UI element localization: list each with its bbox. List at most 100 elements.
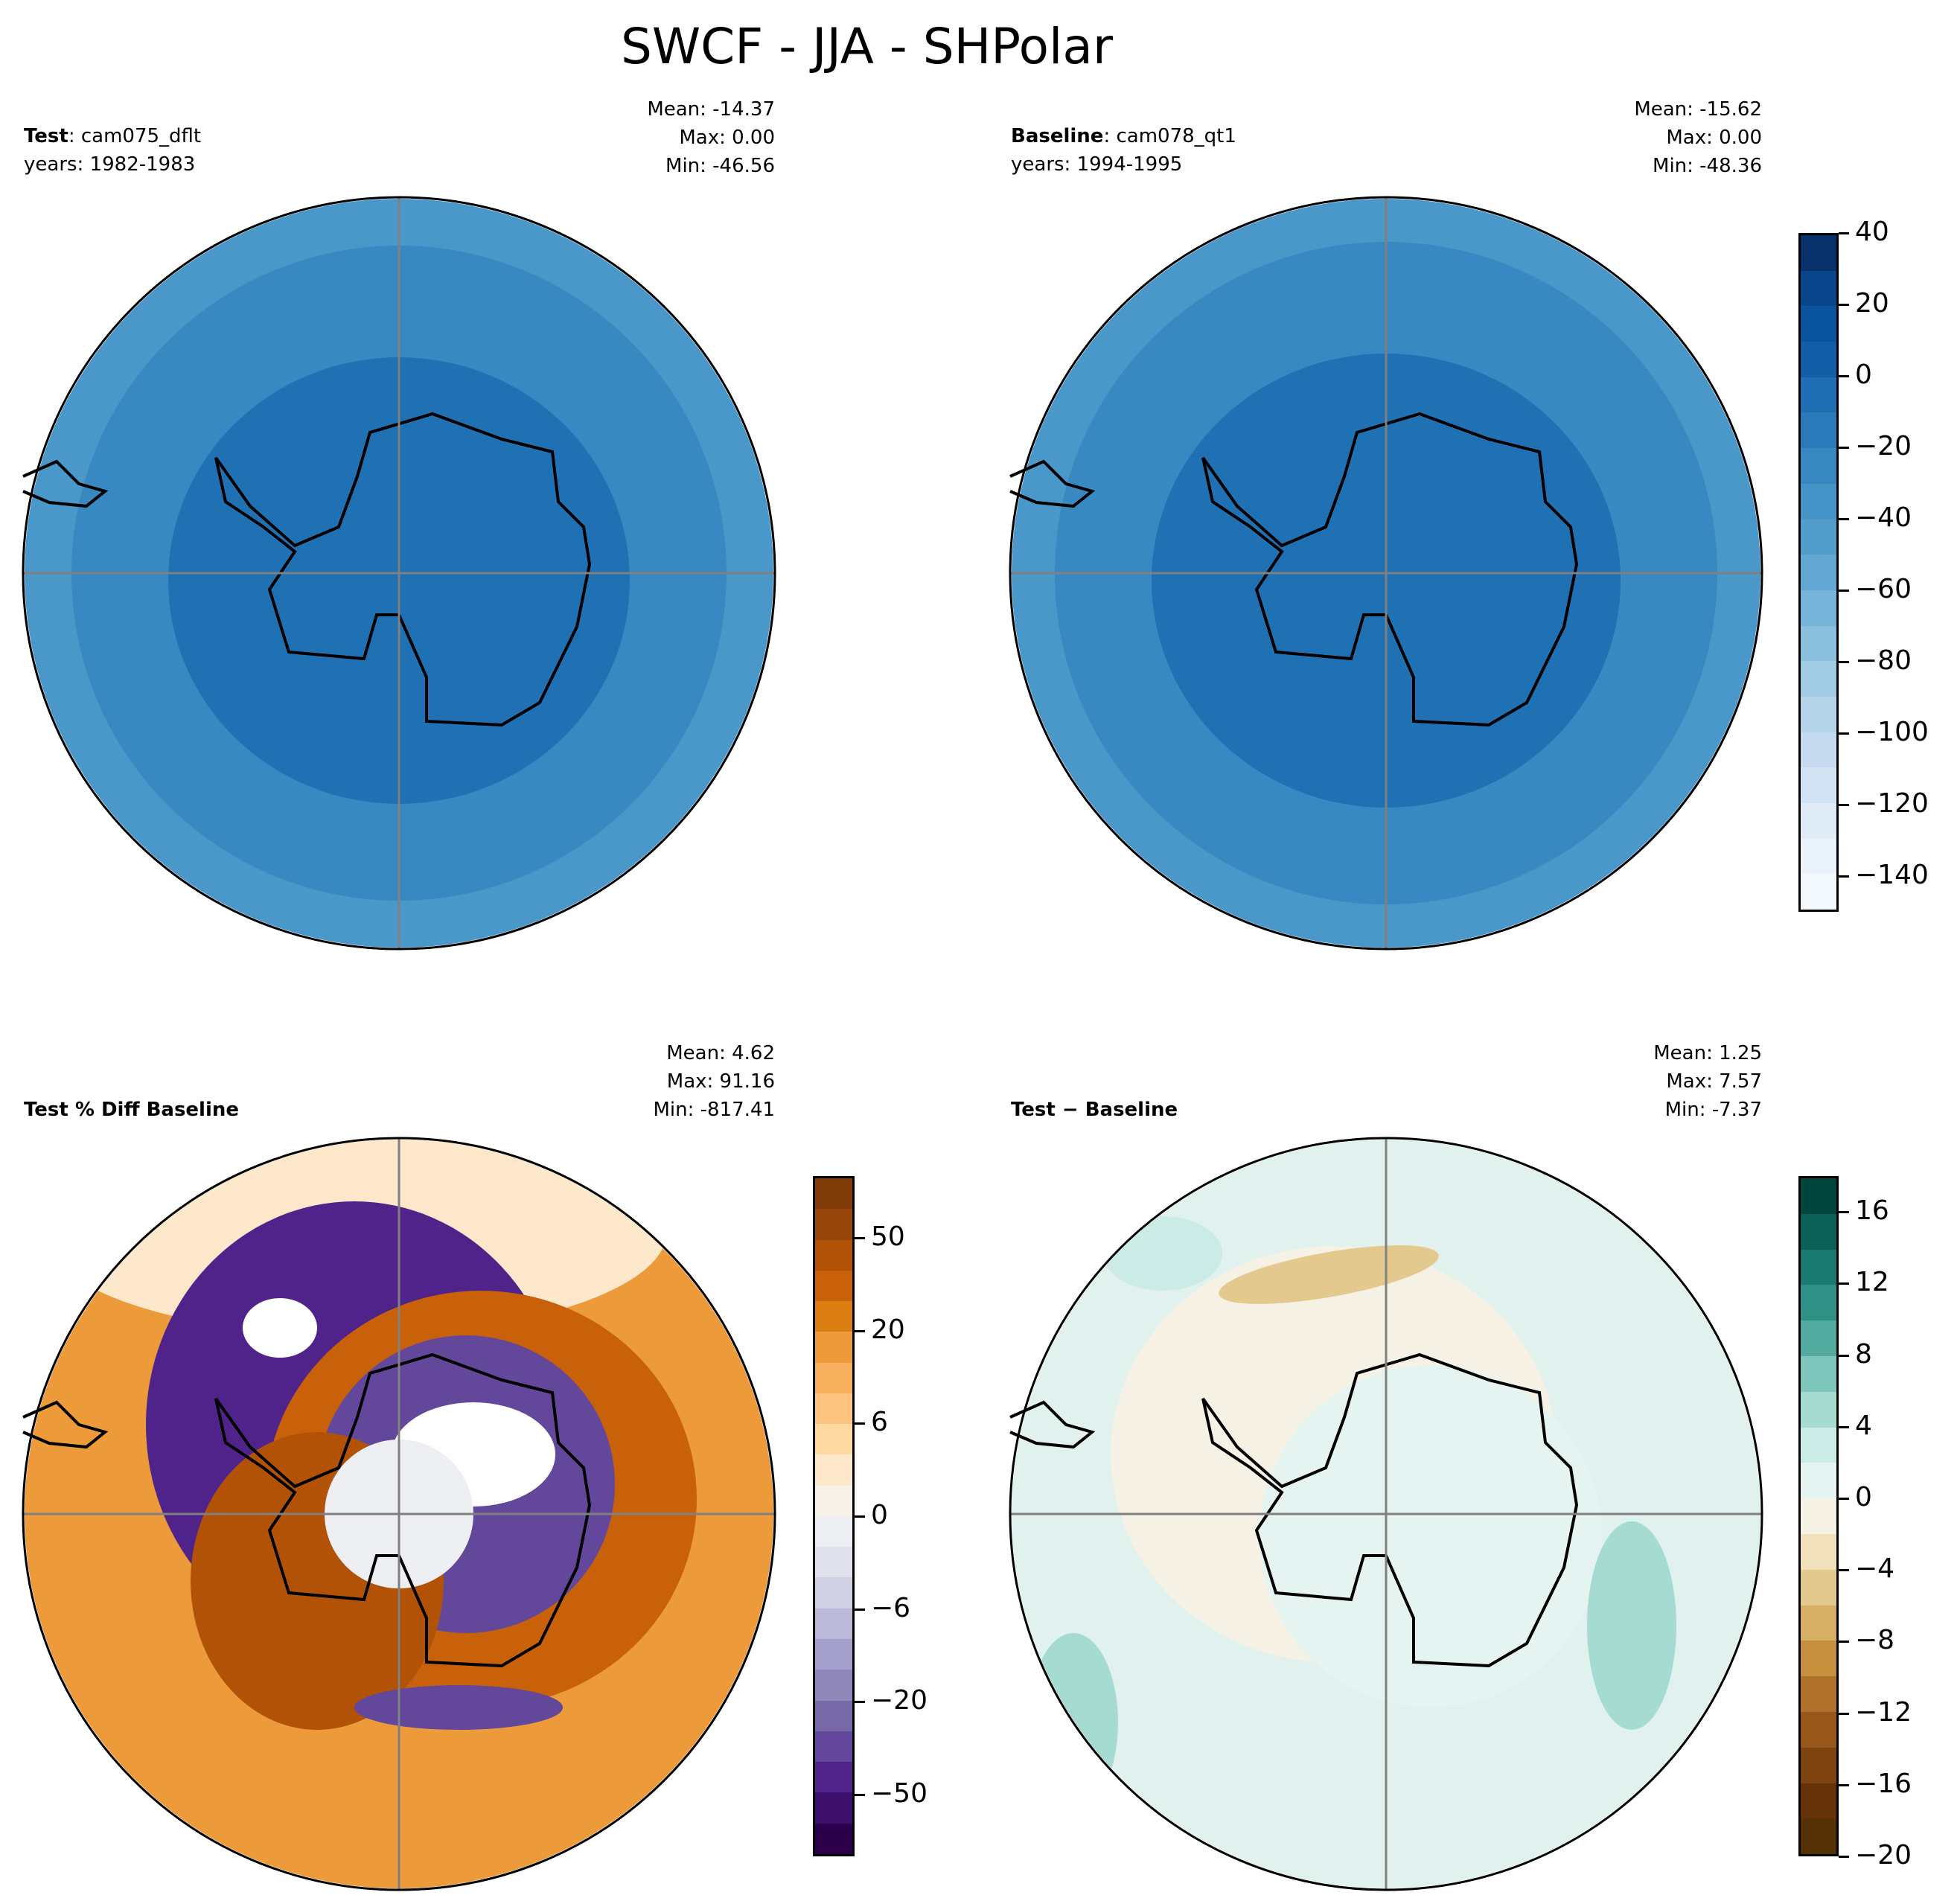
colorbar-tick-mark <box>1839 1856 1849 1858</box>
panel-3-label: Test % Diff Baseline <box>24 1096 239 1124</box>
colorbar-level <box>815 1792 852 1824</box>
colorbar-tick-mark <box>855 1515 865 1518</box>
colorbar-level <box>1801 1569 1836 1606</box>
colorbar-tick-label: −20 <box>1855 431 1912 461</box>
panel-4-min: Min: -7.37 <box>1664 1099 1762 1121</box>
colorbar-level <box>815 1332 852 1363</box>
contour-region <box>1587 1521 1676 1730</box>
colorbar-tick-mark <box>1839 1497 1849 1500</box>
panel-2-label-bold: Baseline <box>1011 125 1104 147</box>
colorbar-level <box>1801 1355 1836 1392</box>
panel-1-label-bold: Test <box>24 125 68 147</box>
colorbar-level <box>1801 1285 1836 1321</box>
panel-4-label: Test − Baseline <box>1011 1096 1178 1124</box>
colorbar-level <box>1801 1249 1836 1285</box>
colorbar-tick-label: 0 <box>871 1500 888 1530</box>
colorbar-tick-label: 16 <box>1855 1195 1889 1227</box>
colorbar-level <box>1801 1498 1836 1534</box>
colorbar-level <box>815 1638 852 1670</box>
colorbar-level <box>1801 696 1836 732</box>
map-boundary <box>1009 196 1763 951</box>
colorbar-tick-mark <box>855 1237 865 1240</box>
colorbar-tick-label: −6 <box>871 1592 911 1623</box>
panel-1-mean: Mean: -14.37 <box>647 98 775 121</box>
colorbar-tick-mark <box>1839 518 1849 520</box>
colorbar-tick-label: −80 <box>1855 645 1912 676</box>
colorbar-main <box>1798 233 1839 912</box>
colorbar-level <box>1801 270 1836 307</box>
colorbar-level <box>1801 1818 1836 1855</box>
colorbar-tick-label: −40 <box>1855 502 1912 533</box>
colorbar-level <box>1801 1783 1836 1819</box>
colorbar-tick-mark <box>1839 232 1849 234</box>
panel-1-label: Test: cam075_dflt years: 1982-1983 <box>24 122 201 179</box>
panel-3-label-bold: Test % Diff Baseline <box>24 1099 240 1121</box>
colorbar-tick-label: 6 <box>871 1407 888 1438</box>
colorbar-tick-mark <box>1839 447 1849 449</box>
colorbar-tick-mark <box>855 1701 865 1704</box>
colorbar-level <box>815 1239 852 1271</box>
panel-3-stats: Mean: 4.62 Max: 91.16 Min: -817.41 <box>653 1039 775 1124</box>
colorbar-tick-mark <box>1839 1425 1849 1428</box>
colorbar-tick-mark <box>1839 804 1849 806</box>
colorbar-level <box>1801 1605 1836 1641</box>
colorbar-tick-mark <box>1839 590 1849 592</box>
colorbar-tick-mark <box>1839 1354 1849 1357</box>
colorbar-tick-mark <box>1839 1712 1849 1715</box>
colorbar-diff <box>1798 1176 1839 1856</box>
colorbar-tick-label: 0 <box>1855 360 1872 390</box>
colorbar-tick-label: 4 <box>1855 1410 1872 1441</box>
panel-2-min: Min: -48.36 <box>1653 155 1762 177</box>
colorbar-tick-mark <box>1839 304 1849 306</box>
colorbar-tick-mark <box>1839 1282 1849 1285</box>
map-baseline <box>1009 196 1763 951</box>
colorbar-level <box>1801 1676 1836 1712</box>
colorbar-tick-label: −50 <box>871 1777 928 1809</box>
colorbar-level <box>1801 1320 1836 1356</box>
colorbar-level <box>815 1577 852 1609</box>
map-boundary <box>1009 1137 1763 1891</box>
panel-4-mean: Mean: 1.25 <box>1653 1042 1762 1064</box>
colorbar-tick-mark <box>1839 1211 1849 1214</box>
colorbar-tick-mark <box>1839 1569 1849 1572</box>
colorbar-tick-label: 20 <box>1855 288 1889 319</box>
map-boundary <box>22 196 776 951</box>
colorbar-level <box>1801 1711 1836 1748</box>
colorbar-level <box>1801 838 1836 875</box>
colorbar-level <box>815 1547 852 1578</box>
panel-2-mean: Mean: -15.62 <box>1634 98 1762 121</box>
panel-4-label-bold: Test − Baseline <box>1011 1099 1178 1121</box>
colorbar-level <box>1801 1178 1836 1214</box>
panel-3-max: Max: 91.16 <box>666 1070 775 1093</box>
colorbar-level <box>1801 448 1836 484</box>
colorbar-tick-label: −20 <box>1855 1840 1912 1871</box>
colorbar-level <box>1801 342 1836 377</box>
colorbar-tick-mark <box>1839 375 1849 377</box>
map-pct-diff <box>22 1137 776 1891</box>
colorbar-tick-label: 0 <box>1855 1481 1872 1512</box>
contour-region <box>1103 1216 1222 1291</box>
colorbar-level <box>815 1515 852 1547</box>
colorbar-pct-diff <box>813 1176 855 1856</box>
colorbar-level <box>815 1209 852 1240</box>
figure-title: SWCF - JJA - SHPolar <box>621 18 1113 75</box>
panel-3-mean: Mean: 4.62 <box>666 1042 775 1064</box>
colorbar-tick-label: 8 <box>1855 1338 1872 1370</box>
panel-4-max: Max: 7.57 <box>1666 1070 1762 1093</box>
panel-1-years: years: 1982-1983 <box>24 153 196 176</box>
colorbar-tick-label: −8 <box>1855 1625 1895 1656</box>
colorbar-level <box>815 1454 852 1486</box>
map-test <box>22 196 776 951</box>
colorbar-tick-label: 50 <box>871 1221 905 1253</box>
colorbar-level <box>1801 1533 1836 1570</box>
contour-region <box>1219 1245 1439 1304</box>
panel-3-min: Min: -817.41 <box>653 1099 775 1121</box>
colorbar-tick-label: 12 <box>1855 1267 1889 1298</box>
colorbar-tick-label: −12 <box>1855 1696 1912 1728</box>
colorbar-level <box>1801 732 1836 768</box>
colorbar-level <box>1801 1747 1836 1783</box>
colorbar-tick-label: −60 <box>1855 574 1912 604</box>
panel-2-years: years: 1994-1995 <box>1011 153 1183 176</box>
colorbar-level <box>1801 235 1836 271</box>
colorbar-level <box>815 1301 852 1332</box>
